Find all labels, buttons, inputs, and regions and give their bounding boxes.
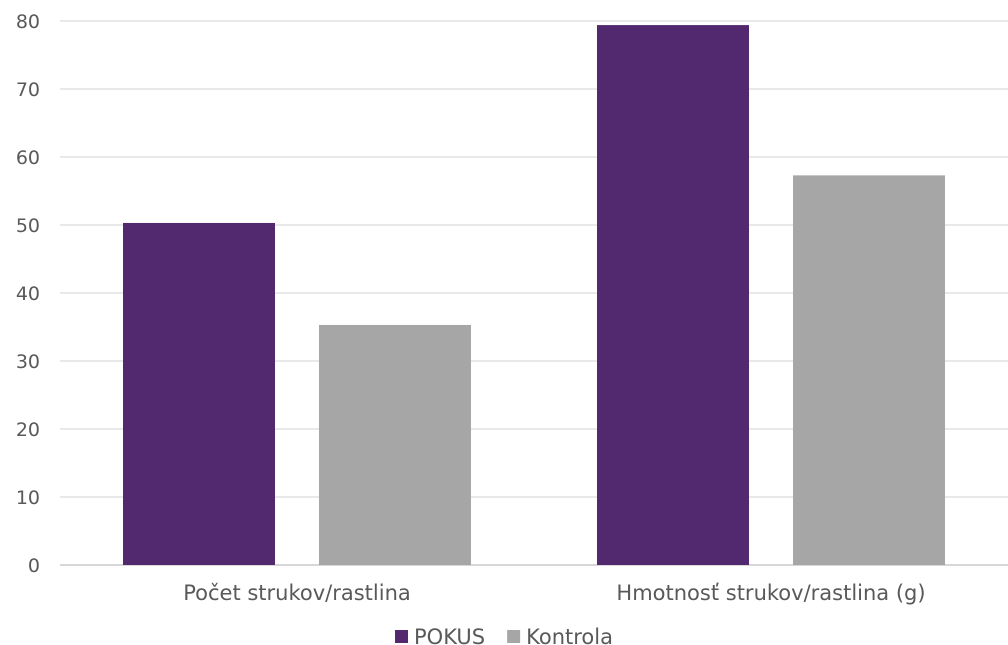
legend: POKUS Kontrola: [395, 625, 613, 645]
y-tick-label: 60: [16, 147, 40, 169]
legend-label: Kontrola: [526, 625, 613, 645]
y-tick-label: 80: [16, 11, 40, 33]
legend-swatch: [395, 630, 409, 643]
y-tick-label: 70: [16, 79, 40, 101]
bar-pokus-1: [597, 25, 749, 565]
y-axis: 0 10 20 30 40 50 60 70 80: [16, 11, 40, 577]
y-tick-label: 20: [16, 419, 40, 441]
bar-pokus-0: [123, 222, 275, 565]
x-axis: Počet strukov/rastlina Hmotnosť strukov/r…: [183, 581, 925, 605]
legend-item-pokus: POKUS: [395, 625, 485, 645]
x-category-label: Hmotnosť strukov/rastlina (g): [616, 581, 925, 605]
legend-label: POKUS: [414, 625, 485, 645]
x-category-label: Počet strukov/rastlina: [183, 581, 411, 605]
legend-item-kontrola: Kontrola: [507, 625, 613, 645]
bars: [123, 25, 945, 566]
bar-kontrola-0: [319, 324, 471, 565]
y-tick-label: 50: [16, 215, 40, 237]
y-tick-label: 40: [16, 283, 40, 305]
y-tick-label: 10: [16, 487, 40, 509]
legend-swatch: [507, 630, 521, 643]
y-tick-label: 0: [28, 555, 40, 577]
y-tick-label: 30: [16, 351, 40, 373]
bar-kontrola-1: [793, 175, 945, 566]
